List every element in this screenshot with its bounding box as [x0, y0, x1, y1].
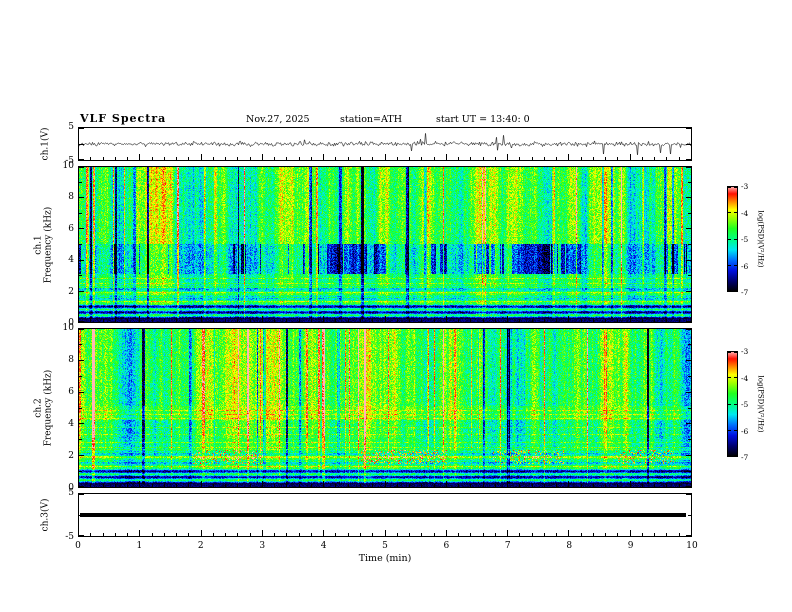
x-tick-label: 3	[259, 541, 266, 551]
colorbar-tick-label: -4	[741, 208, 749, 218]
colorbar-ch1	[727, 186, 738, 292]
ch1-waveform-plot	[78, 127, 692, 161]
colorbar-tick-label: -4	[741, 373, 749, 383]
y-tick-label: 4	[68, 255, 74, 266]
ch1-spectrogram-plot	[78, 166, 692, 323]
colorbar-ch2	[727, 351, 738, 457]
x-tick-label: 4	[320, 541, 327, 551]
y-tick-label: 6	[68, 387, 74, 397]
x-tick-label: 10	[686, 541, 698, 551]
colorbar-tick-label: -3	[741, 182, 749, 191]
x-tick-label: 2	[197, 541, 204, 551]
figure-title: VLF Spectra	[80, 112, 167, 125]
x-tick-label: 8	[566, 541, 573, 551]
ch1-frequency-axis-label: ch.1 Frequency (kHz)	[33, 206, 53, 283]
axis-label-line: ch.1	[33, 234, 44, 255]
ch1-frequency-axis: ch.1 Frequency (kHz)	[28, 166, 58, 323]
y-tick-label: 10	[62, 161, 74, 171]
y-tick-label: 2	[68, 286, 74, 297]
axis-label-line: ch.2	[33, 398, 44, 418]
y-tick-label: 8	[68, 355, 74, 365]
start-ut-label: start UT = 13:40: 0	[436, 114, 530, 125]
colorbar-tick-label: -6	[741, 261, 749, 271]
colorbar-tick-label: -5	[741, 235, 749, 244]
y-tick-label: 0	[68, 483, 74, 493]
y-tick-label: -5	[65, 156, 74, 166]
y-tick-label: -5	[65, 532, 74, 542]
y-tick-label: 5	[68, 488, 74, 498]
ch3-waveform-plot	[78, 493, 692, 537]
colorbar-tick-label: -6	[741, 426, 749, 436]
y-tick-label: 5	[68, 122, 74, 132]
y-tick-label: 8	[68, 192, 74, 203]
station-label: station=ATH	[340, 114, 402, 125]
ch1-voltage-axis-label: ch.1(V)	[40, 127, 51, 161]
axis-label-line: Frequency (kHz)	[43, 369, 54, 447]
axis-label-line: Frequency (kHz)	[43, 206, 54, 283]
x-tick-label: 5	[382, 541, 388, 551]
x-tick-label: 9	[627, 541, 634, 551]
colorbar-ch2-label: log(PSD)(V²/Hz)	[756, 375, 764, 433]
x-axis-title: Time (min)	[358, 553, 412, 564]
y-tick-label: 0	[68, 318, 74, 328]
y-tick-label: 10	[62, 323, 74, 333]
ch2-spectrogram-plot	[78, 328, 692, 488]
ch3-voltage-axis-label: ch.3(V)	[40, 498, 51, 532]
y-tick-label: 2	[68, 451, 74, 461]
x-tick-label: 0	[75, 541, 81, 551]
y-tick-label: 4	[68, 419, 74, 429]
colorbar-tick-label: -7	[741, 288, 749, 297]
colorbar-tick-label: -3	[741, 347, 749, 356]
colorbar-ch1-label: log(PSD)(V²/Hz)	[756, 210, 764, 268]
x-tick-label: 7	[504, 541, 511, 551]
colorbar-tick-label: -5	[741, 400, 749, 409]
x-tick-label: 6	[443, 541, 450, 551]
ch2-frequency-axis: ch.2 Frequency (kHz)	[28, 328, 58, 488]
figure-date: Nov.27, 2025	[246, 114, 310, 125]
y-tick-label: 6	[68, 223, 74, 234]
ch2-frequency-axis-label: ch.2 Frequency (kHz)	[33, 370, 53, 447]
colorbar-tick-label: -7	[741, 453, 749, 462]
x-tick-label: 1	[136, 541, 143, 551]
